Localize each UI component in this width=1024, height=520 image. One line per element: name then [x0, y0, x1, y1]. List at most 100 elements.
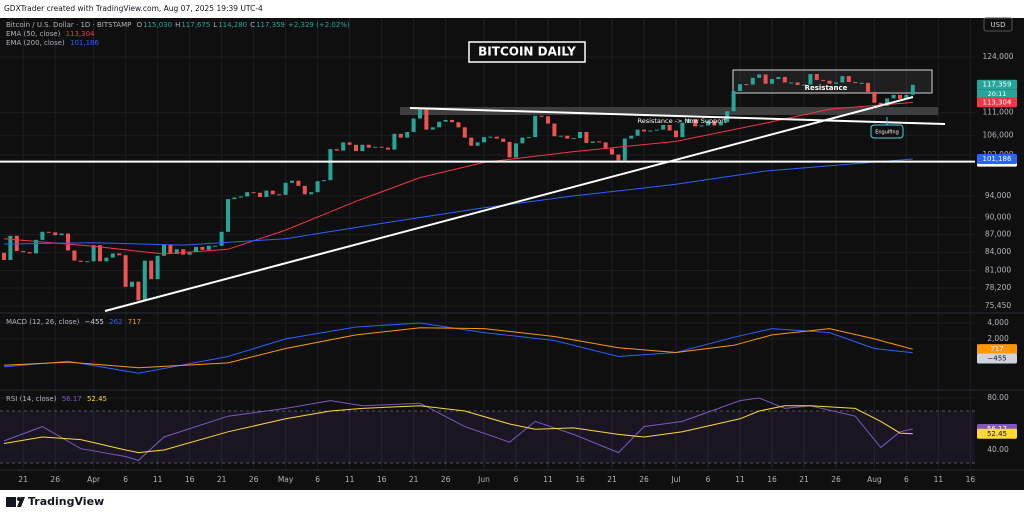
candle — [635, 129, 640, 136]
series-line — [3, 327, 913, 369]
y-tick-label: 4,000 — [987, 318, 1009, 327]
ohlc-value: 115,030 — [143, 21, 173, 29]
candle — [750, 77, 755, 85]
candle — [814, 74, 819, 80]
grid — [0, 18, 975, 470]
series-line — [3, 101, 913, 255]
candle — [885, 98, 890, 106]
credit: GDXTrader created with TradingView.com, … — [4, 4, 263, 13]
candle — [501, 138, 506, 142]
candle — [226, 199, 230, 232]
candle — [482, 137, 486, 143]
trend-line — [104, 96, 914, 312]
candle — [322, 180, 326, 182]
candle — [328, 149, 333, 181]
candle — [386, 147, 390, 150]
candle — [693, 119, 698, 127]
ohlc-value: 114,280 — [218, 21, 248, 29]
x-tick-label: 21 — [217, 475, 227, 484]
candle — [744, 84, 749, 86]
candle — [898, 94, 902, 99]
candle — [309, 192, 314, 195]
price-tag — [977, 154, 1017, 165]
candle — [270, 190, 275, 195]
candle — [648, 130, 653, 132]
candle — [424, 109, 429, 130]
candle — [514, 143, 518, 158]
header-bar — [0, 0, 1024, 18]
legend-main: Bitcoin / U.S. Dollar · 1D · BITSTAMP O1… — [6, 21, 356, 29]
logo-icon — [17, 497, 25, 507]
y-tick-label: 81,000 — [985, 265, 1011, 274]
ohlc: O115,030 H117,675 L114,280 C117,359 +2,329 (… — [137, 21, 353, 29]
candle — [578, 131, 582, 139]
candle — [232, 197, 237, 200]
candle — [565, 135, 570, 139]
candle — [616, 154, 621, 161]
x-tick-label: 26 — [50, 475, 60, 484]
price-tag — [977, 79, 1017, 90]
candle — [706, 120, 710, 126]
candle — [98, 245, 102, 262]
candle — [520, 137, 525, 144]
candle — [443, 119, 448, 122]
candle — [162, 244, 166, 256]
candle — [667, 124, 672, 131]
price-tag — [977, 344, 1017, 355]
candle — [21, 251, 26, 253]
candle — [411, 118, 416, 132]
candle — [341, 142, 346, 151]
candle — [610, 148, 614, 155]
x-tick-label: 26 — [639, 475, 649, 484]
candle — [789, 82, 794, 84]
price-tag — [977, 428, 1017, 439]
candle — [904, 94, 909, 99]
candle — [136, 281, 141, 301]
y-tick-label: 87,000 — [985, 230, 1011, 239]
candle — [283, 182, 288, 195]
resistance-box — [732, 69, 933, 94]
candle — [296, 180, 301, 186]
candle — [2, 252, 6, 261]
candle — [290, 180, 294, 183]
legend-ema50: EMA (50, close) 113,304 — [6, 30, 98, 38]
candle — [315, 181, 320, 193]
candle — [277, 194, 282, 196]
candle — [213, 245, 218, 247]
x-tick-label: 16 — [185, 475, 195, 484]
y-tick-label: 40.00 — [987, 445, 1009, 454]
legend-value: 101,186 — [70, 39, 99, 47]
candle — [366, 144, 371, 148]
candle — [405, 131, 410, 138]
candle — [437, 121, 442, 128]
candle — [533, 115, 538, 138]
x-tick-label: 21 — [409, 475, 419, 484]
y-tick-label: 111,000 — [982, 108, 1013, 117]
candle — [802, 84, 806, 86]
candle — [834, 82, 838, 84]
candle — [674, 130, 678, 138]
candle — [238, 196, 243, 198]
candle — [699, 125, 704, 127]
candle — [494, 136, 499, 139]
candle — [155, 255, 160, 280]
candle — [8, 235, 13, 261]
candle — [456, 122, 461, 128]
annotation: Resistance — [805, 84, 848, 92]
logo-icon — [6, 497, 16, 507]
legend-label: EMA (200, close) — [6, 39, 65, 47]
candle — [488, 136, 493, 138]
candle — [507, 141, 512, 158]
x-tick-label: 11 — [153, 475, 163, 484]
candle — [66, 233, 70, 251]
annotation: Resistance -> Now Support — [638, 117, 727, 125]
x-tick-label: 11 — [543, 475, 553, 484]
candle — [757, 74, 762, 78]
tags: 117,35920:11100,652113,304101,186262717−… — [977, 79, 1017, 439]
price-tag-label: 113,304 — [983, 98, 1012, 106]
candle — [469, 137, 474, 146]
candle — [78, 260, 83, 262]
candle — [40, 231, 45, 240]
candle — [763, 74, 768, 84]
candle — [149, 260, 154, 280]
